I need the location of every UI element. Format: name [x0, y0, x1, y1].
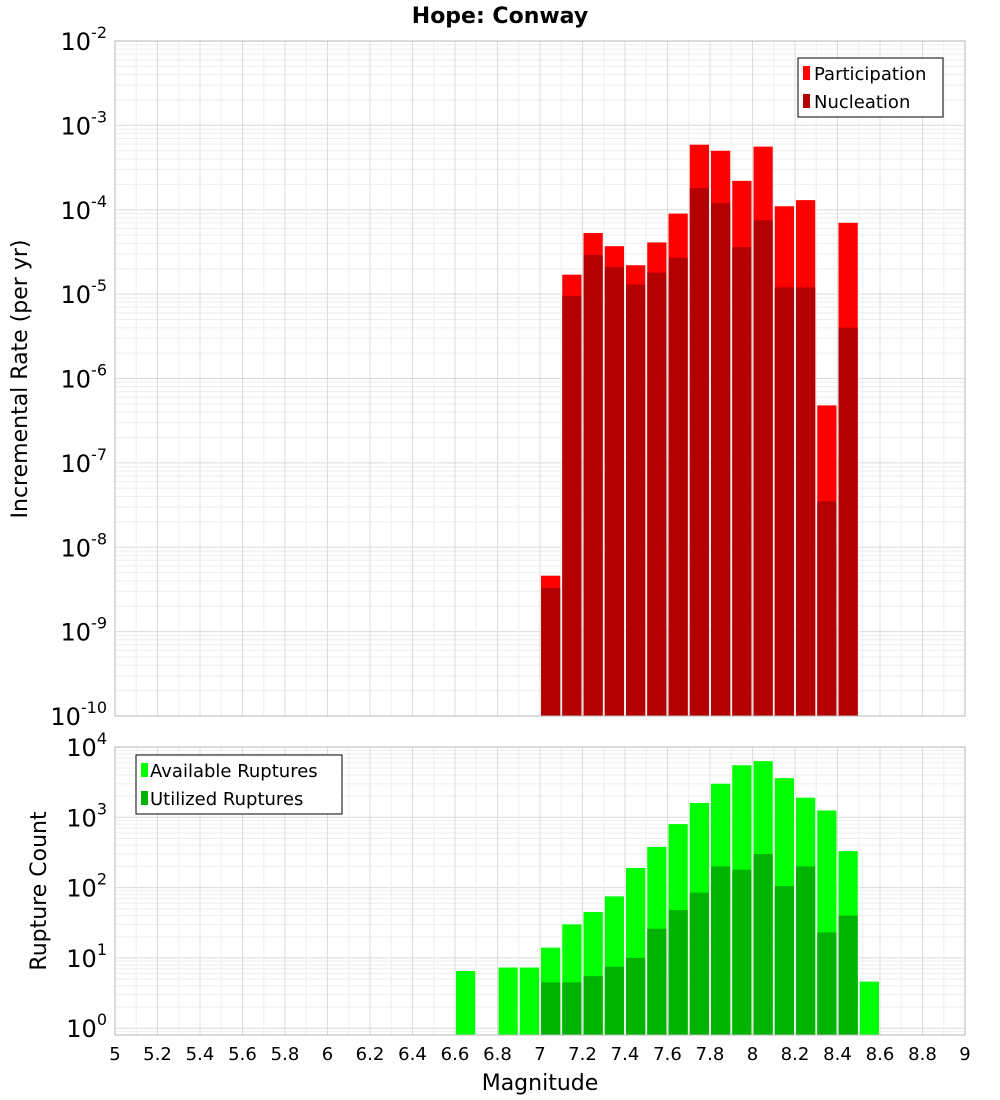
bar	[796, 866, 816, 1035]
x-tick-label: 7.8	[696, 1044, 725, 1065]
bar	[583, 255, 603, 716]
x-tick-label: 8.2	[781, 1044, 810, 1065]
bar	[689, 892, 709, 1035]
bar	[774, 287, 794, 716]
bar	[859, 981, 879, 1035]
y-tick-label: 103	[66, 799, 107, 832]
x-tick-label: 6.8	[483, 1044, 512, 1065]
y-tick-label: 10-7	[61, 445, 108, 478]
x-tick-label: 6.6	[441, 1044, 470, 1065]
y-tick-label: 10-8	[61, 529, 108, 562]
bar	[711, 866, 731, 1035]
bar	[541, 587, 561, 716]
count-legend: Available Ruptures Utilized Ruptures	[135, 754, 343, 815]
bar	[732, 247, 752, 716]
nucleation-legend-label: Nucleation	[814, 92, 910, 113]
bar	[668, 257, 688, 716]
count-bars	[456, 761, 879, 1035]
participation-legend-label: Participation	[814, 64, 926, 85]
y-tick-label: 10-3	[61, 107, 108, 140]
bar	[456, 971, 476, 1035]
rate-y-axis-title: Incremental Rate (per yr)	[8, 240, 33, 519]
x-tick-label: 7	[534, 1044, 545, 1065]
bar	[668, 910, 688, 1035]
rate-grid	[114, 41, 966, 717]
x-tick-label: 8	[747, 1044, 758, 1065]
y-tick-label: 10-5	[61, 276, 108, 309]
x-tick-label: 5	[109, 1044, 120, 1065]
count-legend-box	[135, 754, 343, 815]
rate-y-ticks: 10-10 10-9 10-8 10-7 10-6 10-5 10-4 10-3 10-2	[50, 23, 107, 731]
x-tick-label: 5.2	[143, 1044, 172, 1065]
count-panel: 100 101 102 103 104 5 5.2 5.4 5.6 5.8 6 6.2 6.4 6.6 6…	[66, 729, 970, 1065]
x-tick-label: 7.6	[653, 1044, 682, 1065]
rate-bars	[541, 144, 858, 717]
bar	[817, 501, 837, 716]
available-ruptures-swatch	[141, 763, 148, 777]
y-tick-label: 102	[66, 870, 107, 903]
bar	[562, 982, 582, 1035]
bar	[838, 327, 858, 716]
bar	[711, 203, 731, 716]
bar	[519, 967, 539, 1035]
x-tick-label: 5.6	[228, 1044, 257, 1065]
y-tick-label: 10-2	[61, 23, 108, 56]
y-tick-label: 100	[66, 1010, 107, 1043]
y-tick-label: 10-9	[61, 614, 108, 647]
bar	[562, 296, 582, 716]
nucleation-swatch	[803, 94, 810, 108]
rate-panel: 10-10 10-9 10-8 10-7 10-6 10-5 10-4 10-3 10-2 Pa…	[50, 23, 966, 731]
utilized-ruptures-legend-label: Utilized Ruptures	[150, 789, 303, 810]
x-tick-label: 8.8	[908, 1044, 937, 1065]
rate-legend: Participation Nucleation	[797, 57, 944, 118]
bar	[774, 886, 794, 1035]
x-tick-label: 8.6	[866, 1044, 895, 1065]
participation-swatch	[803, 66, 810, 80]
bar	[647, 272, 667, 716]
rate-legend-box	[797, 57, 944, 118]
y-tick-label: 10-6	[61, 361, 108, 394]
utilized-ruptures-swatch	[141, 791, 148, 805]
bar	[626, 284, 646, 716]
bar	[689, 188, 709, 717]
bar	[498, 967, 518, 1035]
x-tick-label: 6.4	[398, 1044, 427, 1065]
bar	[732, 869, 752, 1035]
magnitude-x-ticks: 5 5.2 5.4 5.6 5.8 6 6.2 6.4 6.6 6.8 7 7.2 7.4 7.6 7.8 8…	[109, 1044, 970, 1065]
x-axis-title: Magnitude	[482, 1071, 599, 1096]
x-tick-label: 5.4	[186, 1044, 215, 1065]
chart-title: Hope: Conway	[412, 4, 588, 29]
bar	[604, 966, 624, 1035]
available-ruptures-legend-label: Available Ruptures	[150, 761, 318, 782]
count-y-axis-title: Rupture Count	[27, 811, 52, 971]
x-tick-label: 8.4	[823, 1044, 852, 1065]
y-tick-label: 104	[66, 729, 107, 762]
bar	[817, 932, 837, 1035]
y-tick-label: 101	[66, 940, 107, 973]
x-tick-label: 7.4	[611, 1044, 640, 1065]
bar	[753, 854, 773, 1035]
y-tick-label: 10-10	[50, 698, 107, 731]
bar	[647, 928, 667, 1035]
bar	[753, 220, 773, 717]
bar	[541, 982, 561, 1035]
x-tick-label: 5.8	[271, 1044, 300, 1065]
bar	[796, 287, 816, 716]
bar	[604, 266, 624, 716]
bar	[626, 957, 646, 1035]
count-y-ticks: 100 101 102 103 104	[66, 729, 107, 1043]
x-tick-label: 9	[959, 1044, 970, 1065]
x-tick-label: 6	[322, 1044, 333, 1065]
x-tick-label: 7.2	[568, 1044, 597, 1065]
x-tick-label: 6.2	[356, 1044, 385, 1065]
bar	[838, 915, 858, 1035]
bar	[583, 976, 603, 1035]
y-tick-label: 10-4	[61, 192, 108, 225]
